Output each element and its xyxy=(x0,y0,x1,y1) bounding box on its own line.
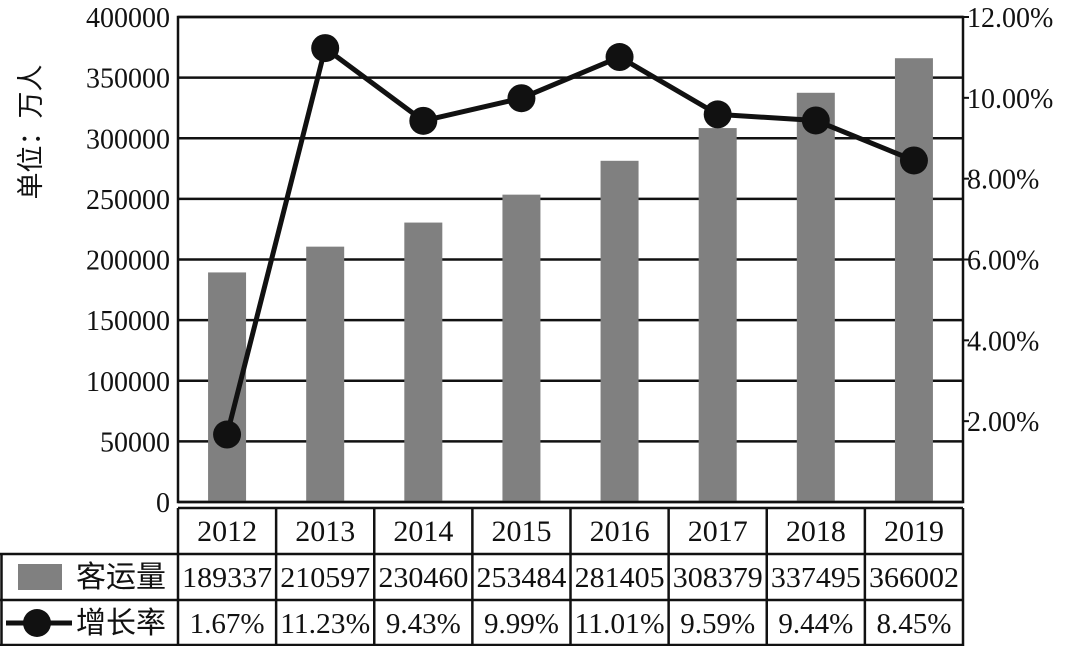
line-series xyxy=(213,34,928,449)
bar xyxy=(698,128,737,503)
table-cell: 9.99% xyxy=(484,609,559,640)
y2-tick-label: 8.00% xyxy=(967,165,1039,196)
y2-tick-label: 2.00% xyxy=(967,407,1039,438)
table-row-label: 客运量 xyxy=(76,561,166,594)
growth-point xyxy=(409,106,438,135)
growth-point xyxy=(801,106,830,135)
bar-series xyxy=(208,58,933,503)
growth-point xyxy=(899,146,928,175)
table-cell: 366002 xyxy=(869,563,959,594)
growth-point xyxy=(507,84,536,113)
y-tick-label: 350000 xyxy=(86,64,170,95)
growth-line xyxy=(224,45,915,436)
y-tick-label: 50000 xyxy=(100,427,170,458)
table-cell: 210597 xyxy=(280,563,370,594)
bar xyxy=(894,58,933,503)
table-row-label: 增长率 xyxy=(76,607,166,640)
data-table: 2012 2013 2014 2015 2016 2017 2018 2019 客运量 18933… xyxy=(0,506,965,646)
bar xyxy=(502,194,541,503)
y-tick-label: 0 xyxy=(156,488,170,519)
table-cell: 230460 xyxy=(378,563,468,594)
y-tick-label: 250000 xyxy=(86,185,170,216)
right-axis-ticks: 2.00% 4.00% 6.00% 8.00% 10.00% 12.00% xyxy=(963,3,1053,438)
x-tick-label: 2019 xyxy=(884,515,944,548)
x-tick-label: 2015 xyxy=(491,515,551,548)
table-cell: 11.23% xyxy=(280,609,370,640)
x-tick-label: 2013 xyxy=(295,515,355,548)
table-cell: 8.45% xyxy=(876,609,951,640)
table-cell: 337495 xyxy=(771,563,861,594)
table-cell: 11.01% xyxy=(575,609,665,640)
gridlines xyxy=(178,15,963,504)
growth-point xyxy=(605,43,634,72)
y-tick-label: 200000 xyxy=(86,246,170,277)
x-tick-label: 2017 xyxy=(688,515,748,548)
table-cell: 9.59% xyxy=(680,609,755,640)
bar xyxy=(796,92,835,502)
x-tick-label: 2018 xyxy=(786,515,846,548)
table-cell: 9.43% xyxy=(386,609,461,640)
y-tick-label: 400000 xyxy=(86,3,170,34)
y-tick-label: 150000 xyxy=(86,306,170,337)
x-tick-label: 2014 xyxy=(393,515,453,548)
y2-tick-label: 10.00% xyxy=(967,84,1053,115)
table-cell: 253484 xyxy=(476,563,566,594)
y-axis-label: 单位：万人 xyxy=(16,65,46,200)
table-cell: 308379 xyxy=(673,563,763,594)
bar xyxy=(600,160,639,502)
legend-swatch-marker xyxy=(23,609,51,637)
table-cell: 1.67% xyxy=(190,609,265,640)
growth-point xyxy=(213,420,242,449)
table-cell: 189337 xyxy=(182,563,272,594)
x-tick-label: 2012 xyxy=(197,515,257,548)
x-tick-label: 2016 xyxy=(590,515,650,548)
growth-point xyxy=(703,100,732,129)
legend-swatch-bar xyxy=(18,564,62,590)
y2-tick-label: 4.00% xyxy=(967,326,1039,357)
y2-tick-label: 6.00% xyxy=(967,246,1039,277)
y-tick-label: 300000 xyxy=(86,124,170,155)
growth-point xyxy=(311,34,340,63)
table-cell: 281405 xyxy=(575,563,665,594)
bar xyxy=(306,246,345,502)
bar xyxy=(404,222,443,502)
y-tick-label: 100000 xyxy=(86,367,170,398)
table-cell: 9.44% xyxy=(778,609,853,640)
y2-tick-label: 12.00% xyxy=(967,3,1053,34)
left-axis-ticks: 0 50000 100000 150000 200000 250000 300000 3500… xyxy=(86,3,170,519)
